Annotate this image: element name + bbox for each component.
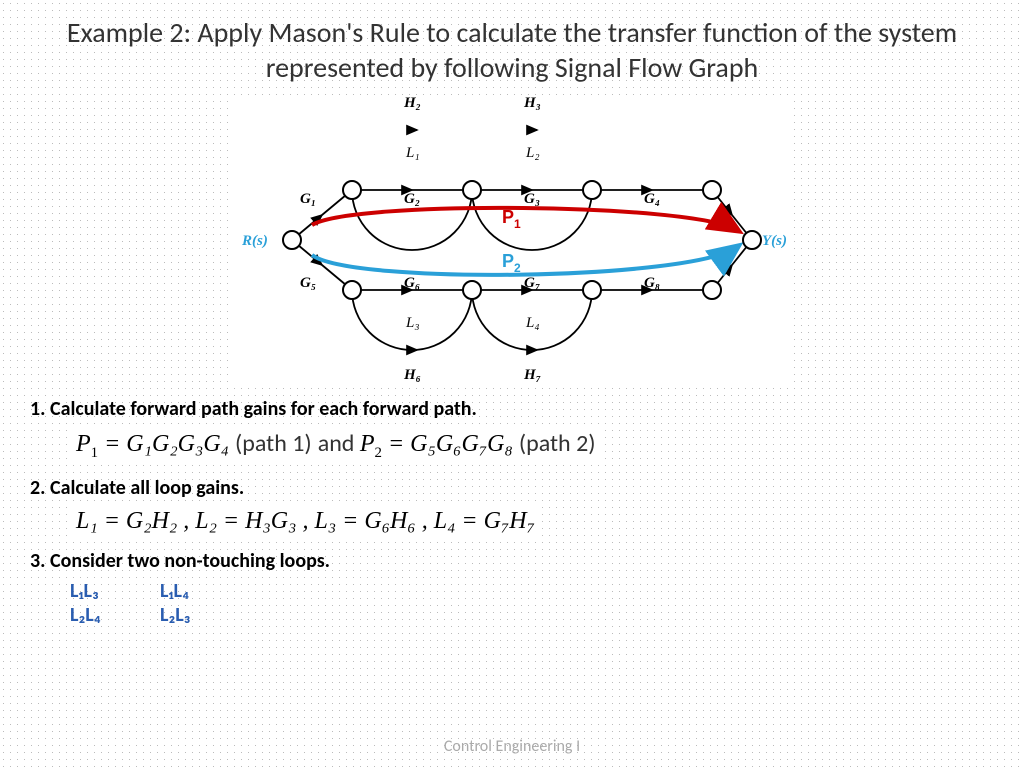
svg-text:P: P	[502, 251, 514, 271]
svg-text:L₄: L₄	[525, 315, 540, 331]
signal-flow-graph: G₁G₂G₃G₄G₅G₆G₇G₈H₂L₁H₃L₂H₆L₃H₇L₄P1P2R(s)…	[232, 95, 792, 385]
svg-text:G₃: G₃	[524, 191, 540, 207]
eq-loops: L₁ = G₂H₂ , L₂ = H₃G₃ , L₃ = G₆H₆ , L₄ =…	[70, 506, 541, 537]
svg-text:H₂: H₂	[403, 95, 421, 111]
svg-text:P: P	[502, 207, 514, 227]
svg-text:2: 2	[514, 261, 521, 275]
svg-text:G₆: G₆	[404, 275, 420, 291]
step-3: 3. Consider two non-touching loops.	[30, 549, 1024, 573]
eq-paths: P1 = G₁G₂G₃G₄ (path 1) and P2 = G₅G₆G₇G₈…	[70, 427, 602, 464]
svg-text:G₈: G₈	[644, 275, 660, 291]
sfg-svg: G₁G₂G₃G₄G₅G₆G₇G₈H₂L₁H₃L₂H₆L₃H₇L₄P1P2R(s)…	[232, 95, 792, 385]
svg-text:L₁: L₁	[405, 145, 420, 161]
svg-text:1: 1	[514, 217, 521, 231]
nontouching-pairs: L₁L₃L₁L₄ L₂L₄L₂L₃	[70, 579, 1024, 627]
svg-text:R(s): R(s)	[241, 233, 268, 249]
step-2: 2. Calculate all loop gains.	[30, 476, 1024, 500]
svg-text:G₅: G₅	[300, 275, 316, 291]
svg-text:H₇: H₇	[523, 367, 541, 383]
svg-text:L₃: L₃	[405, 315, 420, 331]
svg-text:G₄: G₄	[644, 191, 660, 207]
svg-text:G₁: G₁	[300, 191, 316, 207]
svg-text:H₆: H₆	[403, 367, 421, 383]
svg-text:Y(s): Y(s)	[762, 233, 787, 249]
svg-text:H₃: H₃	[523, 95, 541, 111]
step-1: 1. Calculate forward path gains for each…	[30, 397, 1024, 421]
footer-text: Control Engineering I	[0, 737, 1024, 756]
svg-text:G₂: G₂	[404, 191, 420, 207]
svg-text:L₂: L₂	[525, 145, 540, 161]
svg-text:G₇: G₇	[524, 275, 540, 291]
page-title: Example 2: Apply Mason's Rule to calcula…	[0, 0, 1024, 90]
